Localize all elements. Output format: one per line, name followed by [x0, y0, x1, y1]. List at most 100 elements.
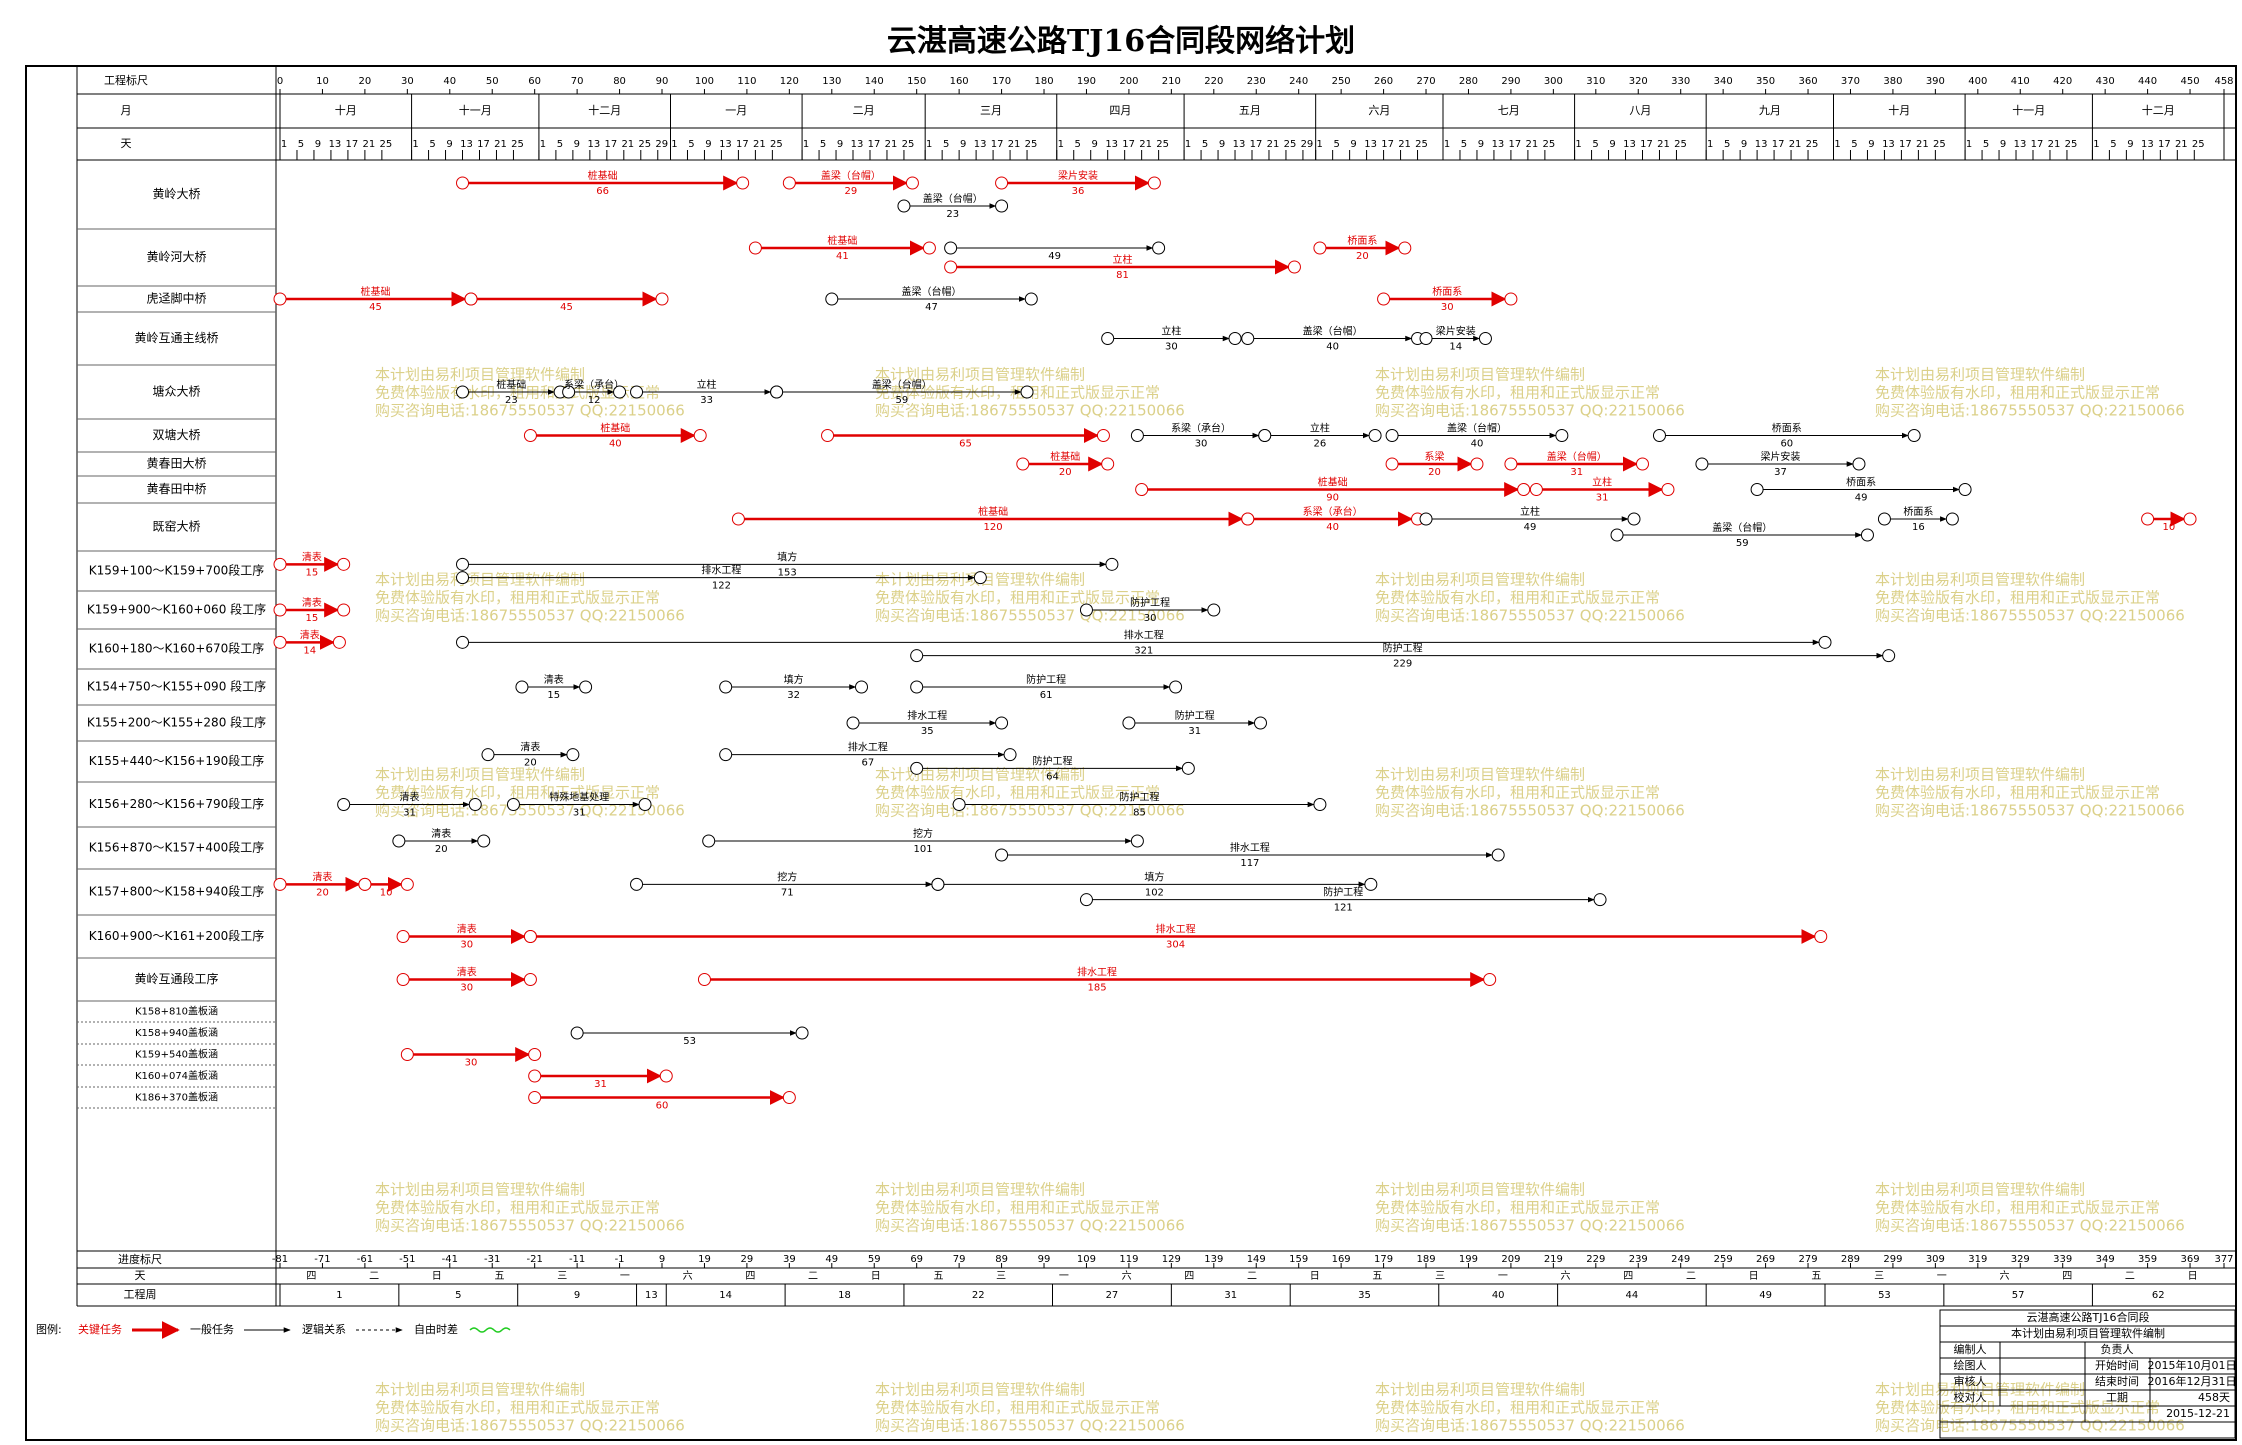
day-label: 21: [1398, 139, 1411, 150]
node: [1491, 848, 1505, 862]
task-duration: 59: [895, 395, 908, 406]
progress-tick-label: 319: [1968, 1254, 1987, 1265]
day-label: 21: [1789, 139, 1802, 150]
weekday: 二: [369, 1271, 379, 1282]
weekday: 日: [871, 1271, 881, 1282]
scale-tick-label: 290: [1501, 76, 1520, 87]
day-label: 9: [837, 139, 843, 150]
week-label: 27: [1106, 1290, 1119, 1301]
node: [579, 680, 593, 694]
node: [337, 557, 351, 571]
progress-tick-label: 377: [2214, 1254, 2233, 1265]
task-name: 清表: [457, 923, 477, 936]
node: [1228, 332, 1242, 345]
progress-tick-label: 279: [1798, 1254, 1817, 1265]
task-duration: 32: [787, 690, 800, 701]
day-label: 5: [557, 139, 563, 150]
info-duration-label: 工期: [2106, 1391, 2128, 1404]
weekday: 六: [683, 1270, 693, 1282]
task-name: 桩基础: [1050, 450, 1080, 463]
row-label: K156+280～K156+790段工序: [89, 796, 264, 811]
scale-tick-label: 20: [359, 76, 372, 87]
task-duration: 40: [1326, 522, 1339, 533]
watermark: 本计划由易利项目管理软件编制: [375, 1181, 585, 1199]
weekday: 四: [1623, 1271, 1633, 1282]
progress-tick-label: 359: [2138, 1254, 2157, 1265]
month-label: 十一月: [2012, 103, 2045, 117]
scale-tick-label: 320: [1629, 76, 1648, 87]
scale-tick-label: 120: [780, 76, 799, 87]
scale-tick-label: 450: [2180, 76, 2199, 87]
row-label: 既窑大桥: [152, 519, 200, 534]
node: [693, 429, 707, 442]
watermark: 购买咨询电话:18675550537 QQ:22150066: [1375, 1417, 1685, 1435]
node: [1504, 457, 1518, 471]
task-name: 排水工程: [1124, 628, 1164, 641]
week-label: 5: [455, 1290, 461, 1301]
watermark: 购买咨询电话:18675550537 QQ:22150066: [1875, 1417, 2185, 1435]
task-name: 排水工程: [1077, 966, 1117, 979]
watermark: 购买咨询电话:18675550537 QQ:22150066: [1875, 802, 2185, 820]
day-label: 17: [1509, 139, 1522, 150]
row-label: K155+440～K156+190段工序: [89, 753, 264, 768]
task-name: 立柱: [1592, 476, 1612, 489]
day-label: 25: [902, 139, 915, 150]
day-label: 13: [1492, 139, 1505, 150]
day-label: 13: [329, 139, 342, 150]
node: [910, 680, 924, 694]
day-label: 1: [803, 139, 809, 150]
day-label: 21: [1139, 139, 1152, 150]
day-label: 1: [540, 139, 546, 150]
task-name: 防护工程: [1323, 886, 1363, 899]
scale-tick-label: 380: [1883, 76, 1902, 87]
task-duration: 10: [380, 887, 393, 898]
day-label: 9: [574, 139, 580, 150]
day-label: 21: [1526, 139, 1539, 150]
node: [1907, 429, 1921, 442]
node: [1555, 429, 1569, 442]
task-duration: 20: [1356, 251, 1369, 262]
task-duration: 15: [305, 613, 318, 624]
task-name: 桩基础: [600, 422, 630, 435]
scale-tick-label: 90: [656, 76, 669, 87]
task-duration: 31: [1596, 493, 1609, 504]
row-label: K158+810盖板涵: [135, 1005, 218, 1018]
scale-tick-label: 420: [2053, 76, 2072, 87]
node: [337, 603, 351, 617]
day-label: 25: [2192, 139, 2205, 150]
day-label: 13: [1233, 139, 1246, 150]
node: [523, 429, 537, 442]
task-name: 立柱: [1161, 325, 1181, 338]
row-label: 黄春田大桥: [146, 457, 206, 471]
node: [782, 176, 796, 190]
scale-tick-label: 430: [2096, 76, 2115, 87]
task-name: 盖梁（台帽）: [1303, 325, 1363, 338]
day-label: 17: [1640, 139, 1653, 150]
legend-critical: 关键任务: [78, 1322, 122, 1336]
scale-tick-label: 220: [1204, 76, 1223, 87]
node: [702, 834, 716, 848]
watermark: 本计划由易利项目管理软件编制: [1375, 766, 1585, 784]
task-duration: 20: [524, 758, 537, 769]
row-label: K156+870～K157+400段工序: [89, 840, 264, 855]
weekday: 日: [1310, 1271, 1320, 1282]
node: [456, 635, 470, 649]
scale-tick-label: 270: [1416, 76, 1435, 87]
task-name: 桩基础: [827, 234, 857, 247]
node: [1147, 176, 1161, 190]
day-label: 1: [412, 139, 418, 150]
task-name: 梁片安装: [1760, 450, 1800, 463]
watermark: 本计划由易利项目管理软件编制: [1375, 571, 1585, 589]
scale-tick-label: 250: [1332, 76, 1351, 87]
task-name: 立柱: [1520, 505, 1540, 518]
scale-tick-label: 140: [865, 76, 884, 87]
day-label: 21: [2175, 139, 2188, 150]
row-label: K155+200～K155+280 段工序: [87, 715, 266, 730]
node: [273, 557, 287, 571]
task-duration: 40: [1471, 439, 1484, 450]
day-label: 25: [1025, 139, 1038, 150]
day-label: 29: [1301, 139, 1314, 150]
day-label: 1: [1444, 139, 1450, 150]
watermark: 本计划由易利项目管理软件编制: [1375, 366, 1585, 384]
node: [1020, 385, 1034, 399]
